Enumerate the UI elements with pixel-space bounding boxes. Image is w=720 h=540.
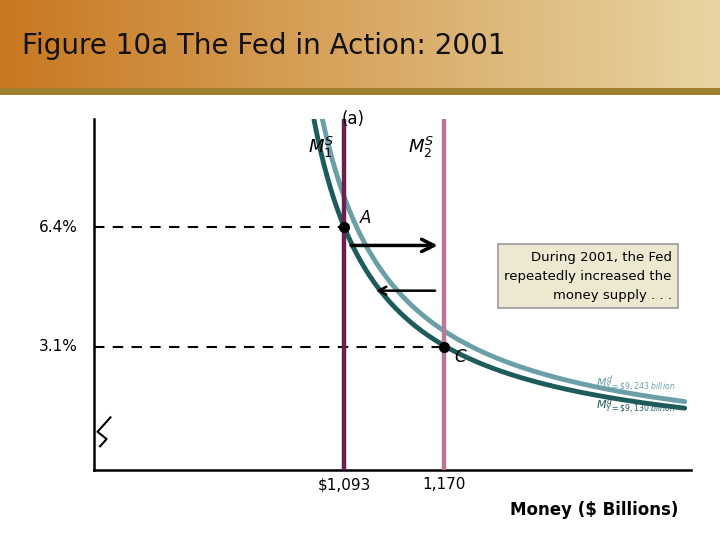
Text: During 2001, the Fed
repeatedly increased the
money supply . . .: During 2001, the Fed repeatedly increase… [504,251,672,302]
Text: 1,170: 1,170 [423,477,466,492]
Text: A: A [360,209,372,227]
Text: 6.4%: 6.4% [39,220,78,235]
Text: C: C [455,348,467,366]
Text: $M_2^S$: $M_2^S$ [408,135,434,160]
Text: (a): (a) [342,110,365,128]
Text: 3.1%: 3.1% [39,339,78,354]
Text: Money ($ Billions): Money ($ Billions) [510,501,678,518]
Text: $M^d_{Y=\$9,130\ billion}$: $M^d_{Y=\$9,130\ billion}$ [596,396,675,417]
Text: $1,093: $1,093 [318,477,371,492]
Text: Figure 10a The Fed in Action: 2001: Figure 10a The Fed in Action: 2001 [22,32,505,60]
Text: $M_1^S$: $M_1^S$ [307,135,334,160]
Text: Interest Rate: Interest Rate [0,224,5,347]
Text: $M^d_{Y=\$9,243\ billion}$: $M^d_{Y=\$9,243\ billion}$ [596,374,675,395]
